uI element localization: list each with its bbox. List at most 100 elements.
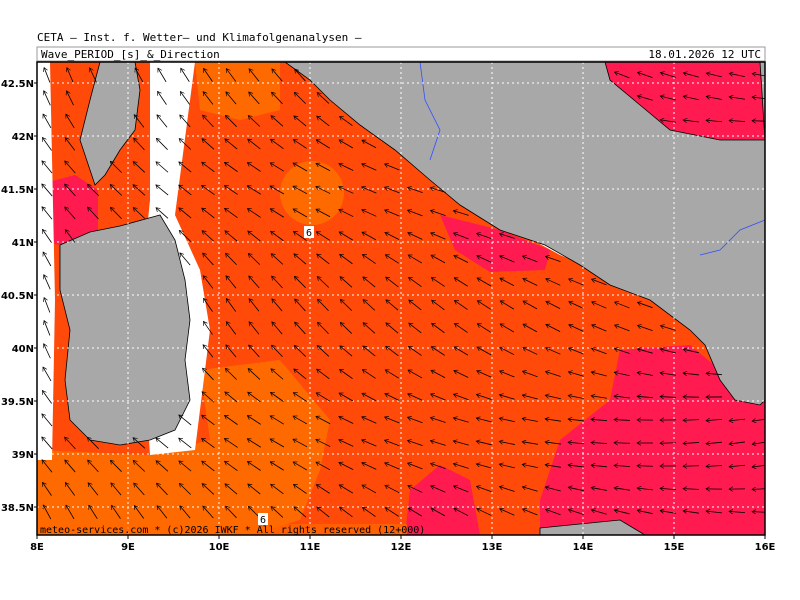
wave-arrow — [660, 349, 676, 354]
wave-arrow — [249, 345, 260, 358]
wave-arrow — [476, 394, 492, 400]
wave-arrow — [522, 464, 538, 468]
wave-arrow — [339, 209, 354, 217]
wave-arrow — [476, 486, 492, 493]
wave-arrow — [44, 68, 51, 83]
wave-arrow — [316, 462, 331, 471]
wave-arrow — [203, 115, 214, 128]
wave-arrow — [637, 302, 653, 309]
wave-arrow — [477, 347, 492, 356]
wave-arrow — [568, 372, 584, 377]
wave-arrow — [293, 209, 308, 218]
wave-arrow — [362, 187, 377, 194]
wave-arrow — [430, 418, 446, 423]
wave-arrow — [156, 438, 169, 449]
wave-arrow — [569, 348, 584, 355]
wave-arrow — [88, 207, 99, 220]
wave-arrow — [752, 465, 765, 467]
wave-arrow — [614, 396, 630, 398]
wave-arrow — [499, 441, 515, 445]
wave-arrow — [156, 138, 168, 150]
wave-arrow — [546, 324, 561, 332]
wave-arrow — [271, 231, 284, 242]
wave-arrow — [660, 397, 677, 398]
wave-arrow — [271, 345, 283, 358]
wave-arrow — [272, 322, 283, 335]
wave-arrow — [226, 69, 237, 82]
wave-arrow — [752, 419, 765, 421]
wave-arrow — [522, 487, 538, 492]
wave-arrow — [340, 346, 353, 357]
wave-arrow — [249, 92, 260, 105]
wave-arrow — [179, 483, 191, 495]
wave-arrow — [476, 441, 492, 446]
wave-arrow — [224, 439, 238, 448]
lat-label: 40.5N — [1, 291, 34, 302]
wave-arrow — [225, 139, 238, 150]
wave-arrow — [42, 229, 52, 243]
wave-arrow — [545, 465, 561, 468]
wave-arrow — [295, 299, 306, 312]
wave-arrow — [729, 465, 746, 467]
wave-arrow — [316, 392, 331, 402]
wave-arrow — [752, 97, 765, 99]
lat-label: 42N — [12, 132, 34, 143]
wave-arrow — [408, 463, 423, 470]
wave-arrow — [44, 344, 51, 359]
wave-arrow — [133, 460, 146, 472]
wave-arrow — [156, 185, 169, 196]
wave-arrow — [362, 463, 377, 470]
wave-arrow — [202, 415, 215, 426]
coastal-gap — [37, 62, 55, 460]
wave-arrow — [409, 323, 422, 334]
wave-arrow — [179, 162, 192, 173]
wave-arrow — [569, 325, 584, 332]
wave-arrow — [179, 208, 192, 219]
wave-arrow — [362, 232, 377, 241]
wave-arrow — [179, 438, 192, 449]
plot-area: meteo-services.com * (c)2026 IWKF * All … — [37, 62, 765, 535]
wave-arrow — [660, 488, 677, 489]
wave-arrow — [477, 323, 491, 333]
wave-arrow — [272, 299, 283, 312]
wave-arrow — [202, 392, 215, 403]
wave-arrow — [340, 299, 353, 311]
wave-arrow — [592, 302, 607, 309]
wave-arrow — [683, 73, 699, 78]
wave-arrow — [110, 184, 123, 196]
wave-arrow — [87, 184, 99, 196]
wave-arrow — [568, 510, 584, 515]
wave-arrow — [203, 321, 213, 335]
wave-arrow — [42, 207, 53, 220]
wave-arrow — [569, 302, 584, 309]
wave-arrow — [224, 415, 238, 425]
wave-arrow — [294, 92, 306, 104]
wave-arrow — [90, 68, 97, 83]
wave-arrow — [225, 208, 238, 219]
lon-label: 14E — [573, 542, 594, 553]
contour-label: 6 — [260, 515, 266, 526]
wave-arrow — [545, 419, 561, 421]
wave-arrow — [362, 485, 377, 494]
wave-arrow — [317, 254, 330, 265]
lat-label: 41N — [12, 238, 34, 249]
map-datetime: 18.01.2026 12 UTC — [648, 48, 761, 61]
wave-arrow — [42, 414, 53, 427]
wave-arrow — [614, 465, 631, 466]
wave-arrow — [523, 324, 538, 333]
wave-arrow — [500, 323, 515, 333]
wave-arrow — [386, 346, 399, 357]
wave-arrow — [477, 301, 491, 310]
wave-arrow — [180, 506, 191, 519]
wave-arrow — [568, 396, 584, 399]
wave-arrow — [270, 392, 284, 402]
wave-arrow — [88, 460, 99, 473]
wave-arrow — [683, 442, 700, 443]
wave-arrow — [248, 484, 261, 495]
wave-arrow — [316, 209, 331, 218]
wave-arrow — [248, 392, 261, 403]
wave-arrow — [637, 510, 653, 515]
wave-arrow — [522, 395, 538, 400]
wave-arrow — [523, 256, 538, 263]
lat-label: 41.5N — [1, 185, 34, 196]
